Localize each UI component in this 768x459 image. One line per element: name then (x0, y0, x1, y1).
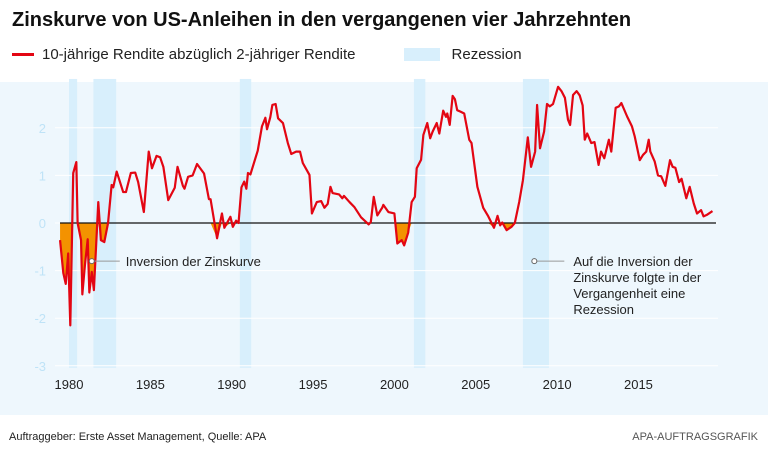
y-tick-label: -1 (34, 264, 46, 279)
x-tick-label: 2010 (543, 377, 572, 392)
y-tick-label: 2 (39, 121, 46, 136)
x-tick-label: 1990 (217, 377, 246, 392)
y-tick-label: -3 (34, 359, 46, 374)
x-tick-label: 2005 (461, 377, 490, 392)
annotation-recession-line: Auf die Inversion der (573, 254, 693, 269)
chart-title: Zinskurve von US-Anleihen in den vergang… (12, 9, 632, 31)
y-tick-label: 0 (39, 216, 46, 231)
legend: 10-jährige Rendite abzüglich 2-jähriger … (12, 46, 522, 63)
annotation-dot (531, 258, 538, 265)
source-note: Auftraggeber: Erste Asset Management, Qu… (9, 431, 267, 443)
annotation-dot (88, 258, 95, 265)
x-tick-label: 1980 (55, 377, 84, 392)
x-tick-label: 1995 (299, 377, 328, 392)
credit-note: APA-AUFTRAGSGRAFIK (632, 431, 758, 443)
annotation-recession-line: Vergangenheit eine (573, 286, 685, 301)
plot-background (0, 82, 768, 415)
legend-series-label: 10-jährige Rendite abzüglich 2-jähriger … (42, 46, 356, 63)
annotation-recession-line: Rezession (573, 302, 634, 317)
y-tick-label: 1 (39, 168, 46, 183)
legend-line-swatch (12, 53, 34, 56)
legend-recession-label: Rezession (451, 46, 522, 63)
annotation-inversion: Inversion der Zinskurve (126, 254, 261, 269)
annotation-recession-line: Zinskurve folgte in der (573, 270, 702, 285)
series-line (58, 85, 714, 327)
x-tick-label: 1985 (136, 377, 165, 392)
x-tick-label: 2015 (624, 377, 653, 392)
x-tick-label: 2000 (380, 377, 409, 392)
y-tick-label: -2 (34, 311, 46, 326)
legend-recession-swatch (403, 48, 440, 61)
